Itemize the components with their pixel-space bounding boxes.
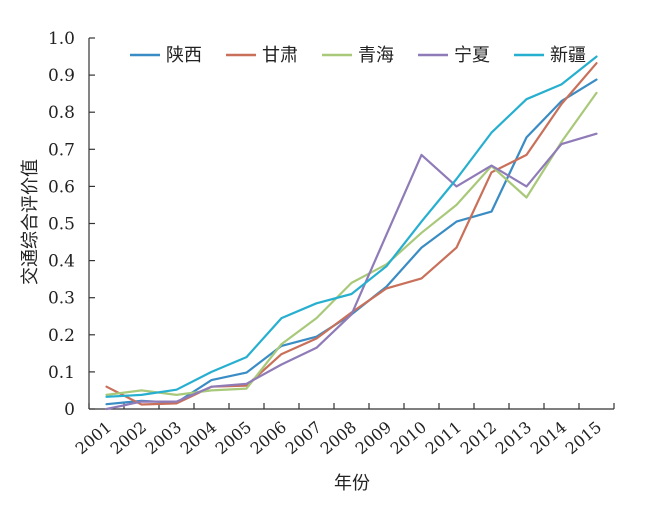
x-tick-label: 2009: [352, 418, 395, 459]
legend-label: 陕西: [166, 45, 202, 66]
series-line: [105, 91, 598, 396]
x-tick-label: 2012: [457, 418, 500, 459]
x-tick-label: 2006: [247, 418, 290, 459]
y-tick-label: 0: [64, 400, 75, 420]
series-line: [105, 62, 598, 406]
chart-series-lines: [105, 55, 598, 411]
x-tick-label: 2001: [72, 418, 115, 459]
x-axis-label: 年份: [334, 473, 370, 494]
y-tick-label: 0.5: [48, 215, 75, 235]
x-tick-label: 2002: [107, 418, 150, 459]
x-tick-label: 2011: [422, 418, 465, 459]
y-tick-label: 0.7: [48, 140, 75, 160]
series-line: [105, 132, 598, 411]
y-tick-label: 0.2: [48, 326, 75, 346]
x-tick-label: 2014: [527, 418, 570, 459]
y-axis-label: 交通综合评价值: [20, 159, 41, 285]
y-tick-label: 1.0: [48, 29, 75, 49]
x-tick-label: 2010: [387, 418, 430, 459]
series-line: [105, 55, 598, 398]
x-tick-label: 2013: [492, 418, 535, 459]
chart-axes: 00.10.20.30.40.50.60.70.80.91.0200120022…: [48, 29, 615, 459]
y-tick-label: 0.8: [48, 103, 75, 123]
y-tick-label: 0.4: [48, 252, 75, 272]
x-tick-label: 2004: [177, 418, 220, 459]
x-tick-label: 2008: [317, 418, 360, 459]
x-tick-label: 2005: [212, 418, 255, 459]
legend-label: 青海: [358, 45, 394, 66]
legend-label: 宁夏: [454, 45, 490, 66]
x-tick-label: 2003: [142, 418, 185, 459]
y-tick-label: 0.1: [48, 363, 75, 383]
x-tick-label: 2007: [282, 418, 325, 459]
y-tick-label: 0.6: [48, 177, 75, 197]
legend-label: 甘肃: [262, 45, 298, 66]
y-tick-label: 0.3: [48, 289, 75, 309]
series-line: [105, 78, 598, 406]
x-tick-label: 2015: [562, 418, 605, 459]
chart-legend: 陕西 甘肃 青海 宁夏 新疆: [130, 45, 586, 66]
y-tick-label: 0.9: [48, 66, 75, 86]
legend-label: 新疆: [550, 45, 586, 66]
